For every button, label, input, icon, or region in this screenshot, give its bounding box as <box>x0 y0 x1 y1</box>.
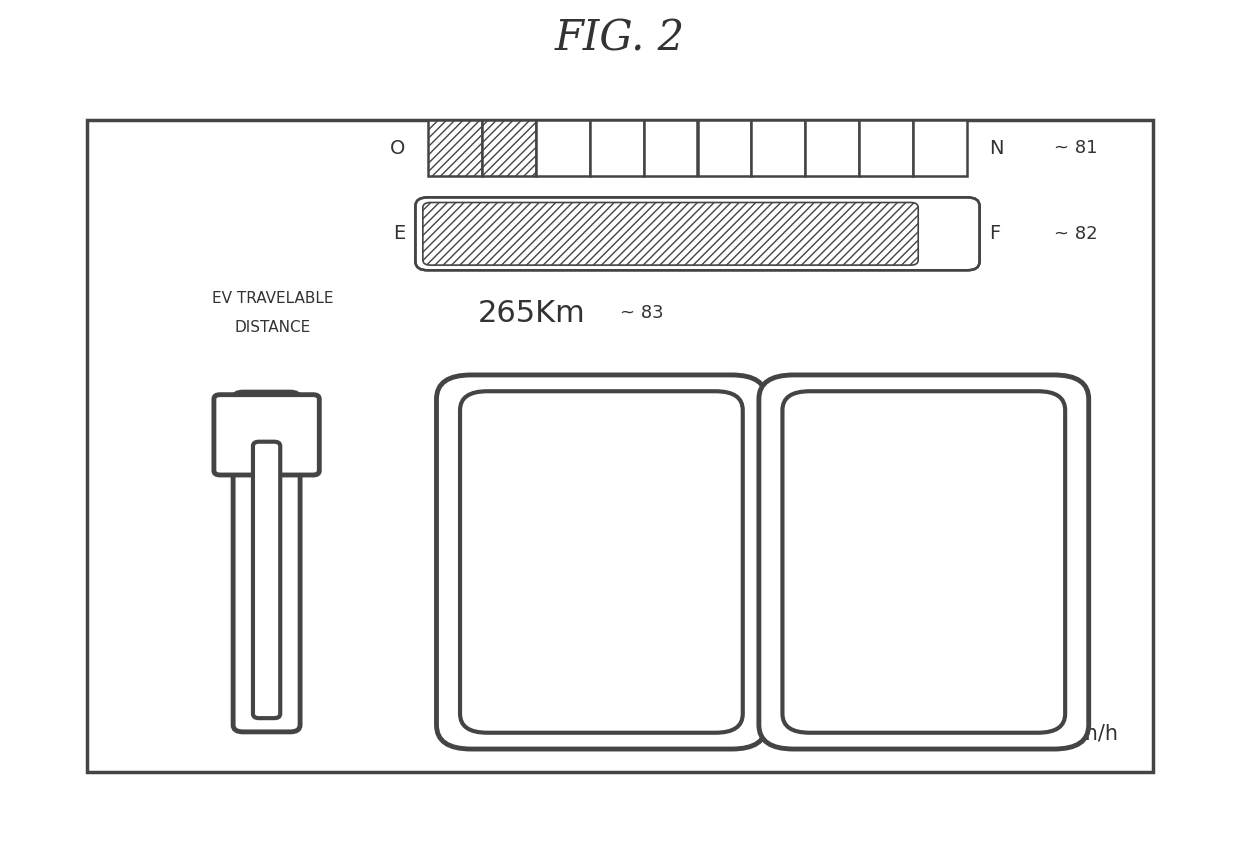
Bar <box>87 120 1153 772</box>
Text: F: F <box>990 224 1001 244</box>
Bar <box>859 120 913 176</box>
Bar <box>644 120 697 176</box>
FancyBboxPatch shape <box>415 197 980 270</box>
Text: EV TRAVELABLE: EV TRAVELABLE <box>212 291 334 306</box>
FancyBboxPatch shape <box>759 375 1089 749</box>
FancyBboxPatch shape <box>782 391 1065 733</box>
Bar <box>806 120 859 176</box>
Text: 265Km: 265Km <box>477 299 585 328</box>
Bar <box>913 120 967 176</box>
Text: Km/h: Km/h <box>1064 723 1118 744</box>
Text: FIG. 2: FIG. 2 <box>556 18 684 59</box>
FancyBboxPatch shape <box>460 391 743 733</box>
FancyBboxPatch shape <box>253 442 280 718</box>
Text: DISTANCE: DISTANCE <box>234 320 311 335</box>
Text: ~ 81: ~ 81 <box>1054 139 1097 157</box>
Text: ~ 83: ~ 83 <box>620 305 663 322</box>
Text: ~ 82: ~ 82 <box>1054 225 1097 243</box>
Bar <box>590 120 644 176</box>
Bar <box>751 120 805 176</box>
Bar <box>697 120 751 176</box>
Text: O: O <box>391 138 405 158</box>
FancyBboxPatch shape <box>436 375 766 749</box>
FancyBboxPatch shape <box>423 202 918 265</box>
Text: N: N <box>990 138 1004 158</box>
Bar <box>428 120 481 176</box>
FancyBboxPatch shape <box>233 392 300 732</box>
Bar <box>536 120 589 176</box>
Bar <box>481 120 536 176</box>
FancyBboxPatch shape <box>213 395 320 475</box>
Text: E: E <box>393 224 405 244</box>
